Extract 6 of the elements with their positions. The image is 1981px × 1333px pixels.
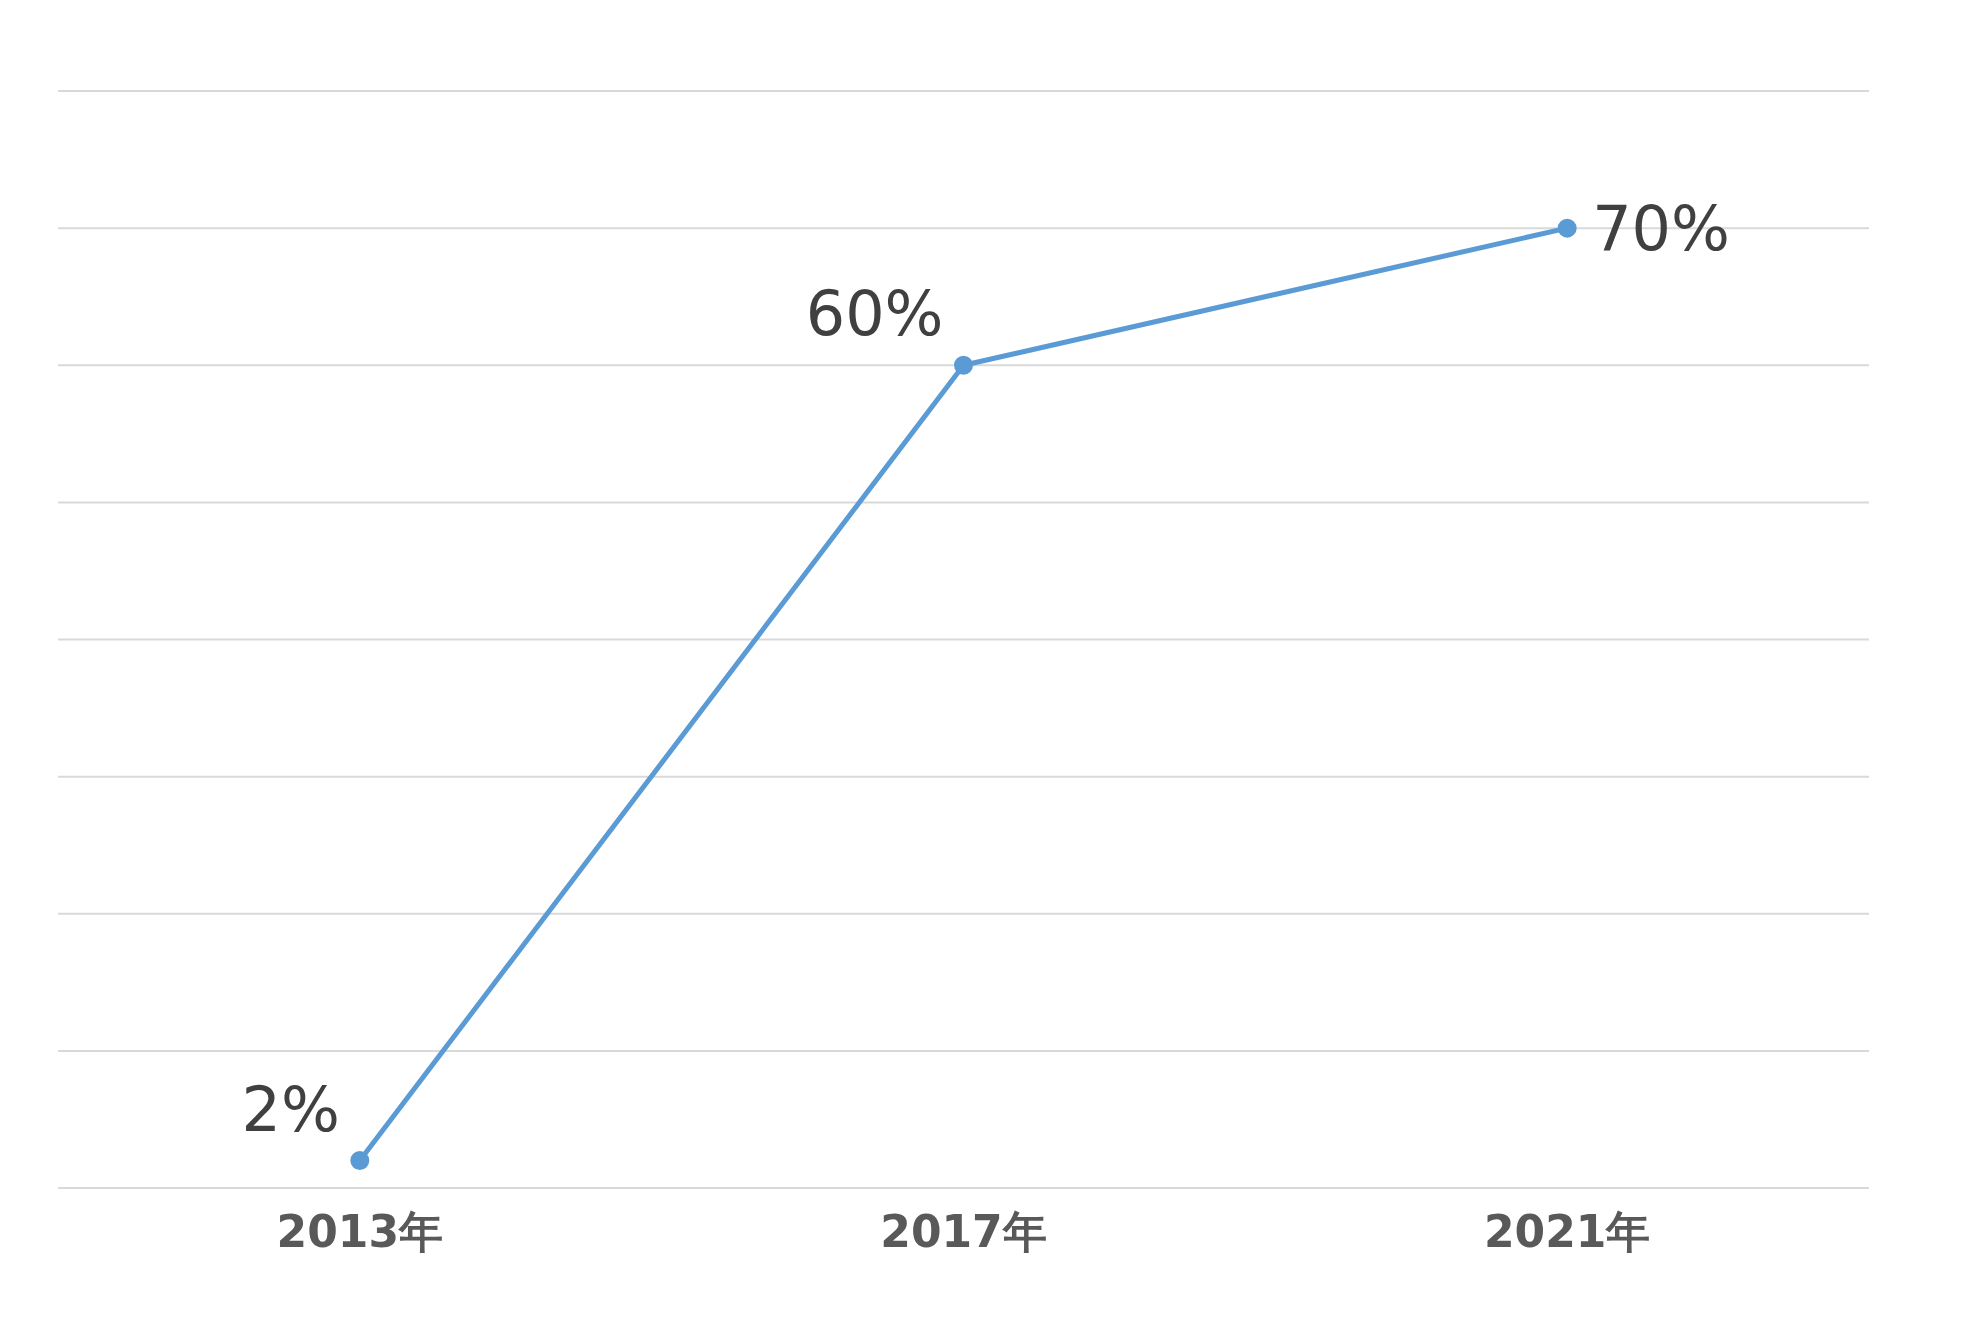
data-label: 2%: [241, 1072, 340, 1146]
x-tick-label: 2021年: [1483, 1206, 1651, 1258]
x-tick-label: 2013年: [276, 1206, 444, 1258]
data-label: 60%: [805, 277, 944, 351]
data-label: 70%: [1592, 192, 1730, 266]
x-tick-label: 2017年: [880, 1206, 1047, 1258]
